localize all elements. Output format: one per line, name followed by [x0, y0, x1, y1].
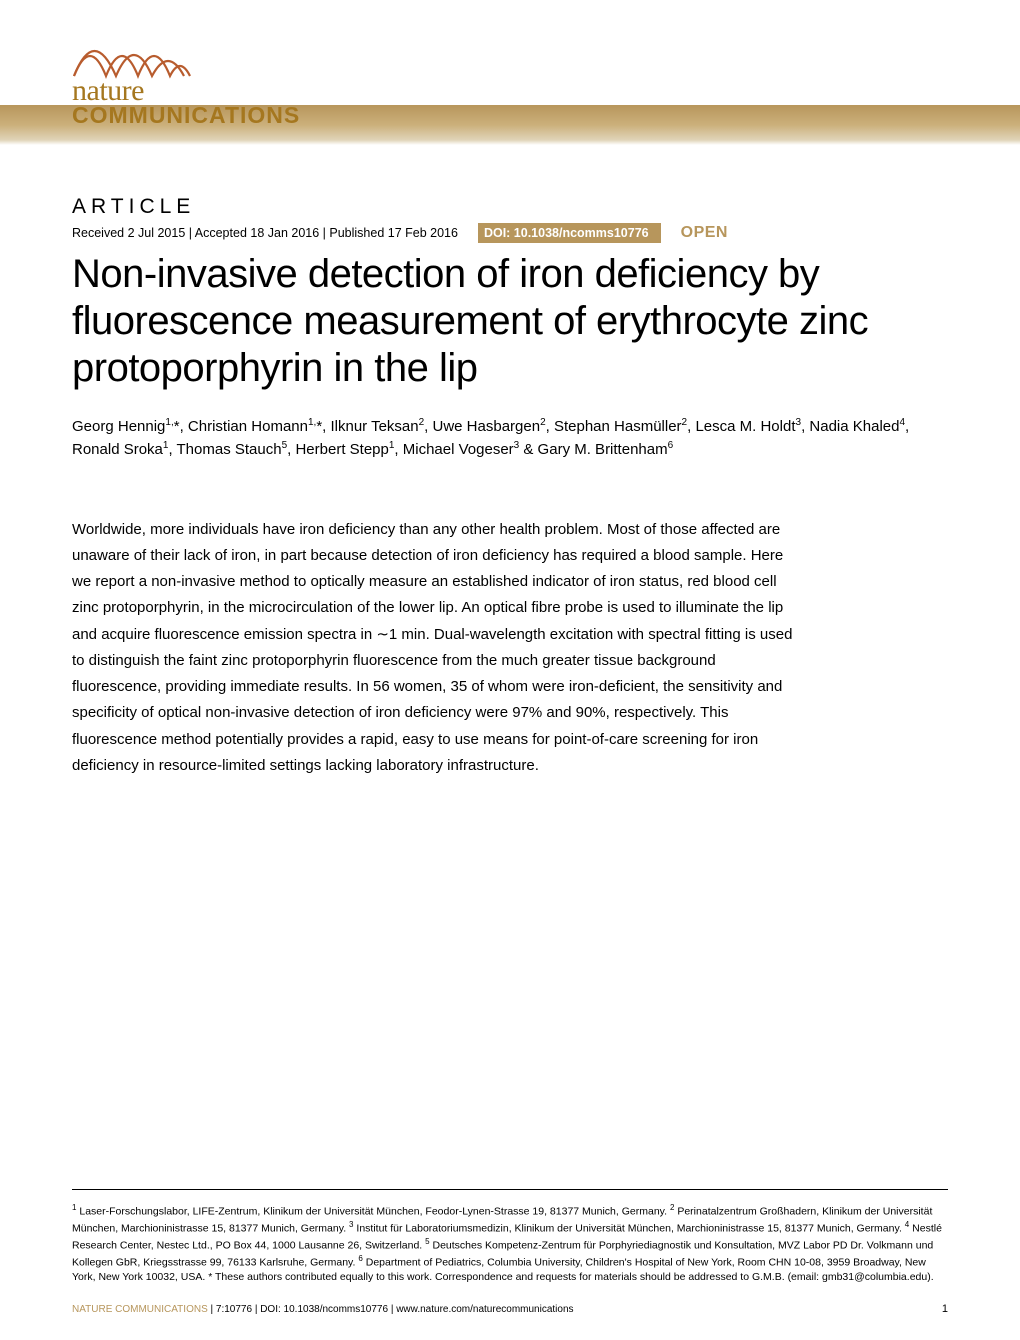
logo-communications-text: COMMUNICATIONS: [72, 102, 300, 129]
journal-logo: nature COMMUNICATIONS: [72, 28, 300, 129]
page-footer: NATURE COMMUNICATIONS | 7:10776 | DOI: 1…: [72, 1303, 948, 1315]
logo-swoosh-icon: [72, 28, 192, 80]
article-content: ARTICLE Received 2 Jul 2015 | Accepted 1…: [0, 145, 1020, 779]
footer-citation: NATURE COMMUNICATIONS | 7:10776 | DOI: 1…: [72, 1304, 574, 1315]
open-access-badge: OPEN: [681, 224, 728, 242]
section-label: ARTICLE: [72, 195, 948, 219]
affiliations-block: 1 Laser-Forschungslabor, LIFE-Zentrum, K…: [72, 1189, 948, 1285]
doi-badge: DOI: 10.1038/ncomms10776: [478, 223, 661, 243]
footer-journal-name: NATURE COMMUNICATIONS: [72, 1304, 208, 1315]
publication-dates: Received 2 Jul 2015 | Accepted 18 Jan 20…: [72, 226, 458, 240]
journal-header-band: nature COMMUNICATIONS: [0, 0, 1020, 145]
abstract-text: Worldwide, more individuals have iron de…: [72, 517, 802, 780]
page-number: 1: [942, 1303, 948, 1315]
author-list: Georg Hennig1,*, Christian Homann1,*, Il…: [72, 415, 948, 462]
article-title: Non-invasive detection of iron deficienc…: [72, 251, 948, 393]
footer-citation-text: | 7:10776 | DOI: 10.1038/ncomms10776 | w…: [208, 1304, 574, 1315]
publication-dates-row: Received 2 Jul 2015 | Accepted 18 Jan 20…: [72, 223, 948, 243]
